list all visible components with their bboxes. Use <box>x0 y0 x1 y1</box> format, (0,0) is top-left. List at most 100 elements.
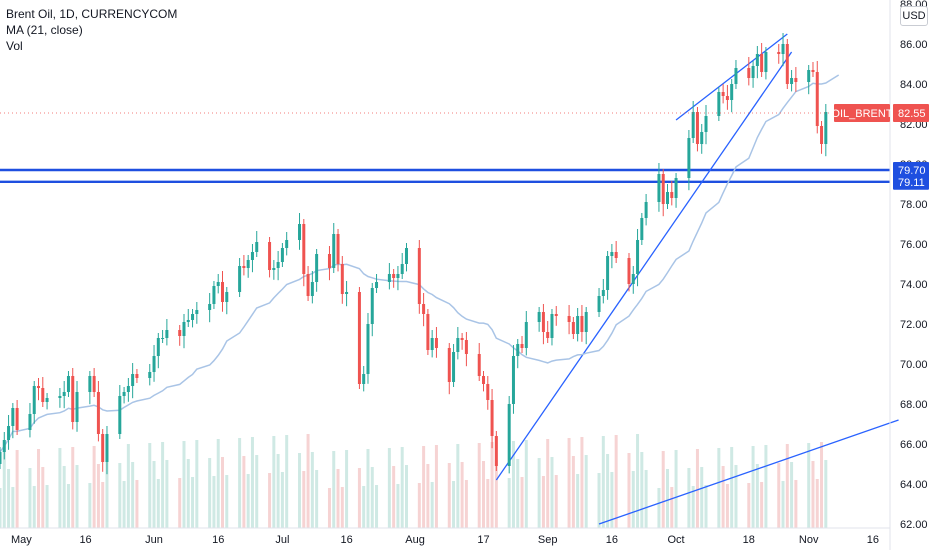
candle-body <box>631 274 635 284</box>
candle-body <box>430 338 434 350</box>
candles <box>0 33 828 475</box>
price-tick-label: 88.00 <box>900 0 928 11</box>
volume-bar <box>541 476 545 528</box>
volume-bar <box>781 481 785 528</box>
candle-body <box>452 352 456 382</box>
time-tick-label: 16 <box>606 534 618 546</box>
candle-body <box>45 398 49 402</box>
volume-bar <box>135 480 139 528</box>
candle-body <box>255 242 259 252</box>
volume-bar <box>238 438 242 528</box>
candle-body <box>392 274 396 278</box>
volume-bar <box>375 485 379 528</box>
candle-body <box>721 92 725 96</box>
candle-body <box>7 426 11 440</box>
candle-body <box>751 66 755 78</box>
volume-bar <box>37 449 41 528</box>
candle-body <box>122 392 126 396</box>
volume-bar <box>576 474 580 528</box>
volume-bar <box>268 473 272 528</box>
volume-bar <box>477 443 481 528</box>
candle-body <box>315 254 319 282</box>
volume-bar <box>447 463 451 528</box>
candle-body <box>28 414 32 430</box>
candle-body <box>422 304 426 314</box>
volume-bar <box>387 448 391 528</box>
candle-body <box>302 224 306 274</box>
last-price-badge-value: 82.55 <box>898 108 926 120</box>
time-tick-label: Oct <box>667 534 684 546</box>
candle-body <box>606 256 610 290</box>
candle-body <box>601 290 605 296</box>
candle-body <box>225 292 229 302</box>
candle-body <box>794 78 798 82</box>
volume-bar <box>794 480 798 528</box>
volume-bar <box>516 459 520 528</box>
time-tick-label: May <box>11 534 32 546</box>
volume-bar <box>370 467 374 528</box>
candle-body <box>221 282 224 302</box>
volume-bar <box>422 446 426 528</box>
volume-bar <box>537 458 541 528</box>
candle-body <box>148 372 152 378</box>
time-axis[interactable]: May 16 Jun 16 Jul 16 Aug 17 Sep 16 Oct 18 Nov 16 <box>0 527 890 546</box>
volume-bar <box>165 460 169 528</box>
time-tick-label: Jun <box>145 534 163 546</box>
candle-body <box>755 54 759 66</box>
volume-bar <box>700 467 704 528</box>
volume-bar <box>208 458 212 528</box>
candle-body <box>92 376 96 392</box>
candle-body <box>88 376 92 392</box>
candle-body <box>242 266 246 268</box>
volume-bar <box>584 455 588 528</box>
candle-body <box>576 316 580 334</box>
time-tick-label: 18 <box>743 534 755 546</box>
candle-body <box>336 234 340 264</box>
volume-bar <box>764 445 768 528</box>
price-tick-label: 78.00 <box>900 199 928 211</box>
candle-body <box>2 440 6 452</box>
candle-body <box>298 224 302 240</box>
symbol-badge-label: OIL_BRENT <box>831 108 892 120</box>
candle-body <box>366 324 370 374</box>
candle-body <box>387 274 391 282</box>
volume-bar <box>96 464 100 528</box>
volume-bar <box>75 465 79 528</box>
volume-bar <box>456 444 460 528</box>
volume-bar <box>280 472 284 528</box>
price-axis[interactable]: 62.00 64.00 66.00 68.00 70.00 72.00 74.00 76.00… <box>889 0 928 550</box>
candle-body <box>370 288 374 324</box>
candle-body <box>161 338 165 339</box>
volume-bar <box>285 435 289 528</box>
volume-bar <box>657 488 661 528</box>
volume-bar <box>131 462 135 528</box>
ma-label[interactable]: MA (21, close) <box>6 23 83 37</box>
trendline <box>675 33 788 121</box>
trendlines[interactable] <box>495 33 899 525</box>
horizontal-levels[interactable] <box>0 168 890 184</box>
volume-bar <box>242 456 246 528</box>
volume-bar <box>666 469 669 528</box>
candle-body <box>610 252 614 256</box>
volume-bar <box>482 461 486 528</box>
volume-bar <box>357 468 361 528</box>
candle-body <box>400 264 404 274</box>
price-tick-label: 84.00 <box>900 79 928 91</box>
vol-label[interactable]: Vol <box>6 39 23 53</box>
volume-bar <box>327 488 331 528</box>
candle-body <box>666 192 669 204</box>
volume-bar <box>721 466 725 528</box>
volume-bar <box>747 483 751 528</box>
candle-body <box>494 436 498 466</box>
candle-body <box>96 392 100 434</box>
candle-body <box>37 386 41 388</box>
volume-bar <box>276 454 280 528</box>
candle-body <box>118 396 122 434</box>
currency-button[interactable]: USD <box>900 6 928 26</box>
candle-body <box>272 268 276 270</box>
symbol-label[interactable]: Brent Oil, 1D, CURRENCYCOM <box>6 7 178 21</box>
candle-body <box>208 304 212 310</box>
candle-body <box>781 44 785 54</box>
volume-bar <box>460 462 464 528</box>
